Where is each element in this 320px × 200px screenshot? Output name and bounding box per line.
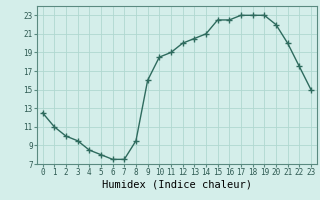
X-axis label: Humidex (Indice chaleur): Humidex (Indice chaleur) xyxy=(102,180,252,190)
